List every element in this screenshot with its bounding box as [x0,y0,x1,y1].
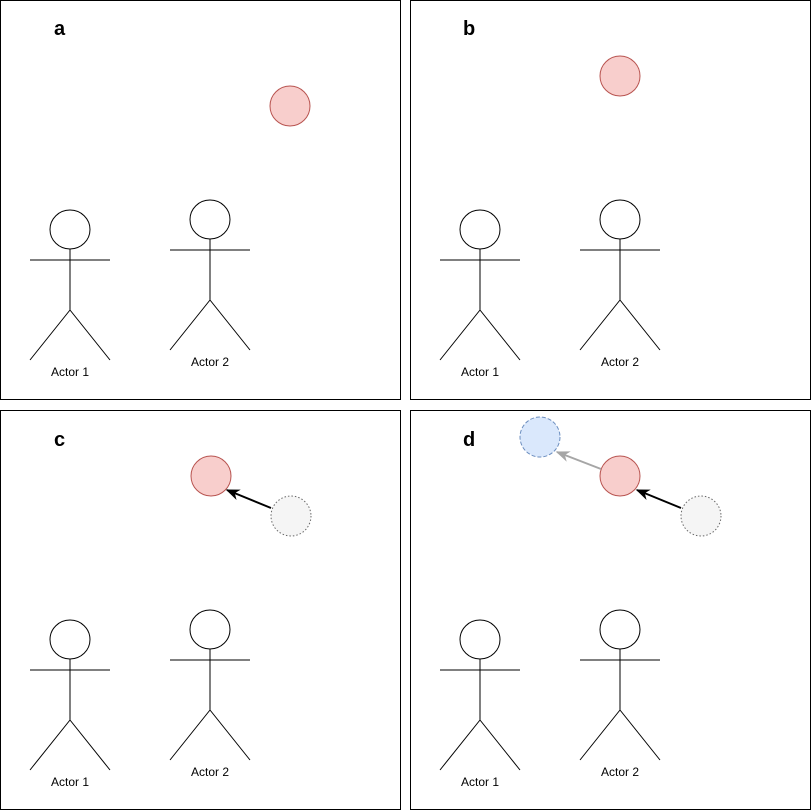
ball-current [599,455,641,497]
actor-label: Actor 2 [191,355,229,369]
arrow-previous-to-current [635,489,682,509]
panel-letter: b [463,18,475,40]
actor-label: Actor 1 [461,365,499,379]
panel-a: a Actor 1 Actor 2 [0,0,401,400]
actor-leg-right [619,709,661,761]
panel-b: b Actor 1 Actor 2 [410,0,811,400]
actor-leg-right [209,709,251,761]
actor-label: Actor 2 [601,765,639,779]
arrow-current-to-next [555,451,602,470]
panel-letter: d [463,429,475,451]
actor-leg-left [439,719,481,771]
panel-frame [0,0,401,400]
actor-leg-right [619,299,661,351]
actor-2: Actor 2 [579,199,661,369]
ball-current [269,85,311,127]
actor-leg-left [579,299,621,351]
actor-head [49,209,91,250]
actor-head [599,199,641,240]
arrow-previous-to-current [225,489,272,509]
actor-head [459,209,501,250]
actor-leg-right [69,309,111,361]
actor-leg-left [29,309,71,361]
actor-1: Actor 1 [439,619,521,789]
actor-leg-right [209,299,251,351]
actor-leg-right [69,719,111,771]
actor-2: Actor 2 [579,609,661,779]
actor-leg-left [169,709,211,761]
actor-leg-right [479,719,521,771]
actor-1: Actor 1 [439,209,521,379]
actor-head [599,609,641,650]
actor-head [459,619,501,660]
actor-label: Actor 1 [51,775,89,789]
actor-2: Actor 2 [169,199,251,369]
ball-current [190,455,232,497]
panel-c: c Actor 1 Actor 2 [0,410,401,810]
actor-2: Actor 2 [169,609,251,779]
actor-leg-left [29,719,71,771]
actor-leg-left [579,709,621,761]
actor-leg-left [439,309,481,361]
ball-next [519,416,561,458]
actor-leg-right [479,309,521,361]
actor-head [189,199,231,240]
panel-letter: a [54,18,66,40]
actor-1: Actor 1 [29,209,111,379]
actor-label: Actor 2 [191,765,229,779]
panel-d: d Actor 1 Actor 2 [410,410,811,810]
actor-label: Actor 1 [51,365,89,379]
actor-leg-left [169,299,211,351]
ball-previous [270,495,312,537]
actor-label: Actor 1 [461,775,499,789]
ball-previous [680,495,722,537]
ball-current [599,55,641,97]
panel-letter: c [54,429,65,451]
actor-label: Actor 2 [601,355,639,369]
actor-head [49,619,91,660]
actor-head [189,609,231,650]
actor-1: Actor 1 [29,619,111,789]
